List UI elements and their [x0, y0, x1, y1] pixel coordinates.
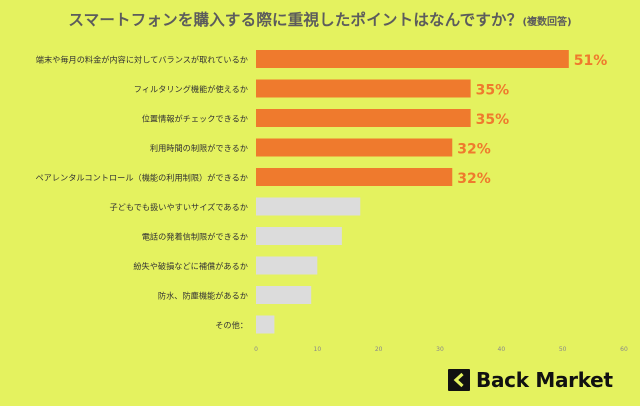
x-tick-label: 40 — [498, 346, 506, 353]
chart-title-main: スマートフォンを購入する際に重視したポイントはなんですか？ — [68, 11, 523, 29]
bar — [256, 256, 318, 275]
x-tick-label: 0 — [254, 346, 258, 353]
bar — [256, 197, 361, 216]
category-label: 利用時間の制限ができるか — [150, 143, 248, 153]
bar — [256, 227, 342, 245]
category-label: 紛失や破損などに補償があるか — [133, 261, 248, 271]
x-tick-label: 50 — [559, 346, 567, 353]
brand-logo: Back Market — [448, 366, 613, 394]
category-label: その他： — [215, 320, 248, 330]
back-market-logo-icon — [448, 369, 470, 391]
x-tick-label: 10 — [314, 346, 322, 353]
bar — [256, 138, 453, 157]
bar — [256, 50, 569, 68]
data-label: 32% — [457, 142, 491, 158]
x-tick-label: 20 — [375, 346, 383, 353]
category-label: フィルタリング機能が使えるか — [134, 84, 248, 94]
chart-title: スマートフォンを購入する際に重視したポイントはなんですか？(複数回答) — [0, 8, 640, 30]
bar — [256, 315, 275, 334]
category-label: 防水、防塵機能があるか — [158, 291, 248, 301]
data-label: 35% — [476, 83, 510, 99]
category-label: 位置情報がチェックできるか — [142, 114, 248, 124]
category-label: ペアレンタルコントロール（機能の利用制限）ができるか — [35, 173, 248, 183]
category-label: 子どもでも扱いやすいサイズであるか — [109, 202, 248, 212]
data-label: 51% — [574, 53, 608, 69]
category-label: 端末や毎月の料金が内容に対してバランスが取れているか — [36, 55, 248, 65]
chart-title-sub: (複数回答) — [522, 17, 572, 28]
data-label: 35% — [476, 112, 510, 128]
bar — [256, 79, 471, 98]
brand-name: Back Market — [476, 368, 613, 392]
data-label: 32% — [457, 171, 491, 187]
x-tick-label: 30 — [436, 346, 444, 353]
bar — [256, 109, 471, 127]
x-tick-label: 60 — [620, 346, 628, 353]
bar — [256, 168, 453, 186]
category-label: 電話の発着信制限ができるか — [142, 232, 248, 242]
bar — [256, 286, 312, 304]
